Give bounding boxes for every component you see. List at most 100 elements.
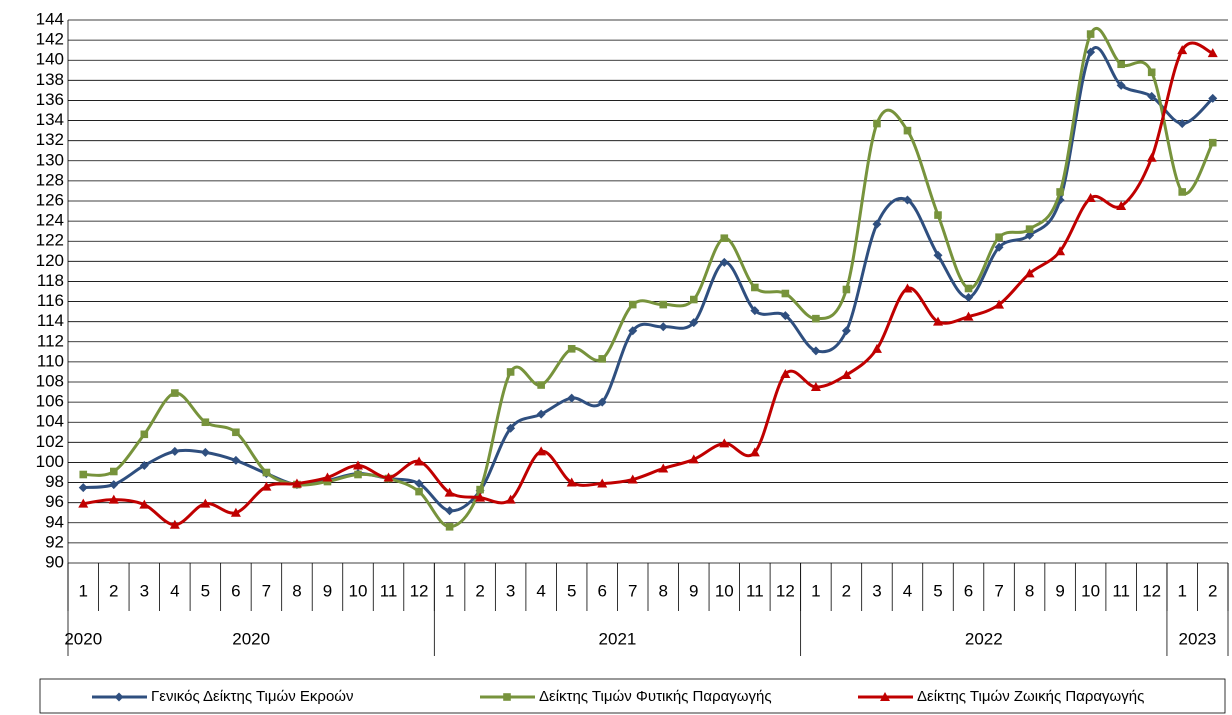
data-point xyxy=(597,397,607,407)
data-point xyxy=(108,494,119,504)
x-tick-label: 7 xyxy=(994,581,1003,600)
data-point xyxy=(79,470,88,479)
y-tick-label: 116 xyxy=(37,291,64,310)
data-point xyxy=(994,242,1004,252)
data-point xyxy=(169,519,180,529)
x-group-label: 2022 xyxy=(965,629,1003,648)
x-tick-label: 2 xyxy=(475,581,484,600)
data-point xyxy=(1056,188,1064,196)
x-tick-label: 12 xyxy=(776,581,795,600)
x-tick-label: 6 xyxy=(597,581,606,600)
x-tick-label: 2 xyxy=(109,581,118,600)
x-tick-label: 12 xyxy=(410,581,429,600)
data-point xyxy=(414,456,425,466)
x-tick-label: 4 xyxy=(170,581,179,600)
data-point xyxy=(139,460,149,470)
data-point xyxy=(1208,138,1217,147)
y-tick-label: 128 xyxy=(36,170,64,189)
data-point xyxy=(109,480,119,490)
data-point xyxy=(902,283,913,293)
data-point xyxy=(994,299,1005,309)
x-tick-label: 10 xyxy=(715,581,734,600)
data-point xyxy=(506,423,516,433)
data-point xyxy=(749,447,760,457)
y-tick-label: 98 xyxy=(45,472,64,491)
data-point xyxy=(200,498,211,508)
data-point xyxy=(780,311,790,321)
data-point xyxy=(445,523,454,531)
data-point xyxy=(140,430,149,439)
x-tick-label: 8 xyxy=(292,581,301,600)
legend-label: Γενικός Δείκτης Τιμών Εκροών xyxy=(151,688,354,705)
x-group-label: 2020 xyxy=(232,629,270,648)
data-point xyxy=(812,314,820,323)
data-point xyxy=(78,498,89,508)
y-tick-label: 96 xyxy=(45,492,64,511)
y-tick-label: 118 xyxy=(37,271,64,290)
y-tick-label: 94 xyxy=(45,512,64,531)
y-tick-label: 140 xyxy=(36,50,64,69)
x-tick-label: 10 xyxy=(1081,581,1100,600)
data-point xyxy=(114,692,124,702)
x-tick-label: 5 xyxy=(933,581,942,600)
data-point xyxy=(872,219,882,229)
y-tick-label: 134 xyxy=(36,110,64,129)
data-point xyxy=(201,418,210,427)
y-tick-label: 104 xyxy=(36,412,64,431)
data-point xyxy=(262,468,271,477)
x-group-label: 2021 xyxy=(599,629,637,648)
data-point xyxy=(200,447,210,457)
data-point xyxy=(781,289,790,298)
data-point xyxy=(719,438,730,448)
x-tick-label: 5 xyxy=(201,581,210,600)
data-point xyxy=(537,381,545,389)
data-point xyxy=(414,479,424,489)
data-point xyxy=(230,507,241,517)
y-tick-label: 138 xyxy=(36,70,64,89)
x-tick-label: 3 xyxy=(140,581,149,600)
data-point xyxy=(963,311,974,321)
data-point xyxy=(322,472,333,482)
y-tick-label: 130 xyxy=(36,150,64,169)
y-tick-label: 108 xyxy=(36,371,64,390)
data-point xyxy=(995,233,1003,241)
data-point xyxy=(689,295,698,304)
data-point xyxy=(811,346,821,356)
data-point xyxy=(719,257,729,267)
y-tick-label: 124 xyxy=(36,211,64,230)
data-point xyxy=(1116,201,1127,211)
x-tick-label: 2 xyxy=(1208,581,1217,600)
data-point xyxy=(780,368,791,378)
data-point xyxy=(659,300,668,309)
data-point xyxy=(1147,68,1156,77)
data-point xyxy=(1025,225,1034,233)
data-point xyxy=(1207,48,1218,58)
data-point xyxy=(1208,93,1218,103)
x-tick-label: 3 xyxy=(506,581,515,600)
x-tick-label: 9 xyxy=(689,581,698,600)
y-tick-label: 122 xyxy=(36,231,64,250)
data-point xyxy=(415,487,423,496)
x-tick-label: 8 xyxy=(659,581,668,600)
data-point xyxy=(444,487,455,497)
data-point xyxy=(1085,192,1096,202)
data-point xyxy=(261,481,272,491)
x-tick-label: 4 xyxy=(903,581,912,600)
data-point xyxy=(658,463,669,473)
data-point xyxy=(841,326,851,336)
data-point xyxy=(880,692,890,701)
data-point xyxy=(933,250,943,260)
data-point xyxy=(873,119,881,128)
y-tick-label: 92 xyxy=(45,532,64,551)
x-tick-label: 9 xyxy=(323,581,332,600)
data-point xyxy=(842,285,851,294)
data-point xyxy=(506,368,515,376)
data-point xyxy=(933,316,943,326)
y-tick-label: 114 xyxy=(37,311,64,330)
data-point xyxy=(505,494,516,504)
data-point xyxy=(841,369,852,379)
x-tick-label: 1 xyxy=(1177,581,1186,600)
data-point xyxy=(1147,91,1157,101)
x-tick-label: 11 xyxy=(1112,581,1130,600)
x-tick-label: 11 xyxy=(746,581,764,600)
